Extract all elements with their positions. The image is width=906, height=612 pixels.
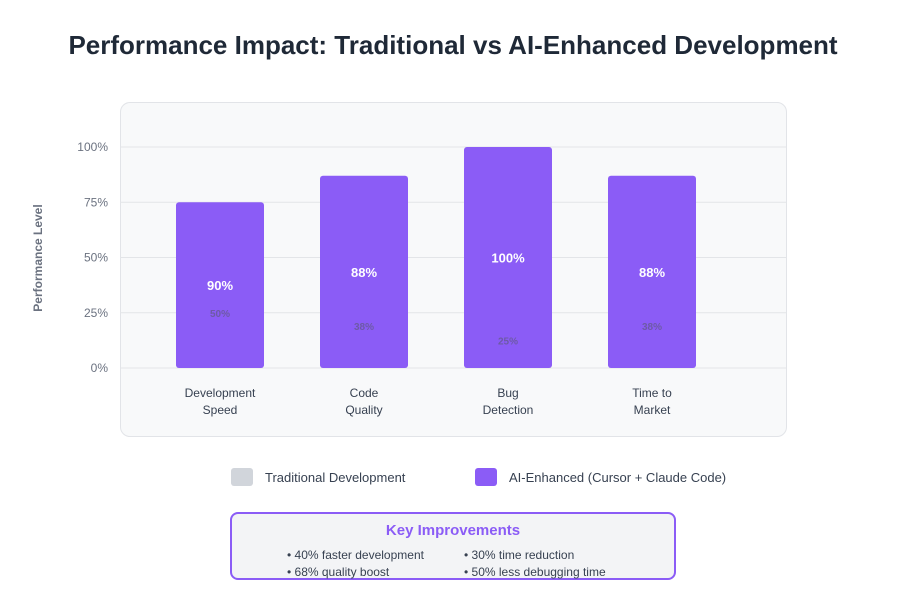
legend-swatch-traditional bbox=[231, 468, 253, 486]
x-tick-label: Market bbox=[634, 403, 671, 417]
improvement-item: • 40% faster development bbox=[287, 548, 424, 562]
y-tick-label: 25% bbox=[84, 306, 108, 320]
legend-swatch-ai-enhanced bbox=[475, 468, 497, 486]
y-tick-label: 50% bbox=[84, 251, 108, 265]
improvement-item: • 30% time reduction bbox=[464, 548, 575, 562]
improvement-item: • 68% quality boost bbox=[287, 565, 390, 579]
legend-label-traditional: Traditional Development bbox=[265, 469, 406, 485]
x-tick-label: Detection bbox=[483, 403, 534, 417]
legend-item-traditional: Traditional Development bbox=[231, 468, 405, 486]
improvements-list-right: • 30% time reduction • 50% less debuggin… bbox=[464, 547, 606, 581]
data-label-traditional: 50% bbox=[210, 309, 230, 320]
improvement-item: • 50% less debugging time bbox=[464, 565, 606, 579]
y-axis-label: Performance Level bbox=[31, 204, 45, 312]
x-tick-label: Speed bbox=[203, 403, 238, 417]
bar-ai-enhanced bbox=[464, 147, 552, 368]
x-tick-label: Time to bbox=[632, 386, 672, 400]
data-label-ai-enhanced: 88% bbox=[351, 265, 377, 280]
legend-label-ai-enhanced: AI-Enhanced (Cursor + Claude Code) bbox=[509, 469, 727, 485]
legend-item-ai-enhanced: AI-Enhanced (Cursor + Claude Code) bbox=[475, 468, 726, 486]
data-label-ai-enhanced: 100% bbox=[491, 251, 525, 266]
x-tick-label: Code bbox=[350, 386, 379, 400]
data-label-ai-enhanced: 90% bbox=[207, 278, 233, 293]
data-label-traditional: 38% bbox=[354, 322, 374, 333]
x-tick-label: Bug bbox=[497, 386, 518, 400]
y-tick-label: 0% bbox=[91, 361, 109, 375]
y-tick-label: 100% bbox=[77, 140, 108, 154]
chart-title: Performance Impact: Traditional vs AI-En… bbox=[68, 30, 838, 60]
data-label-traditional: 38% bbox=[642, 322, 662, 333]
x-tick-label: Quality bbox=[345, 403, 382, 417]
x-tick-label: Development bbox=[185, 386, 256, 400]
legend: Traditional Development AI-Enhanced (Cur… bbox=[0, 468, 906, 488]
bar-ai-enhanced bbox=[320, 175, 408, 368]
data-label-ai-enhanced: 88% bbox=[639, 265, 665, 280]
y-tick-label: 75% bbox=[84, 195, 108, 209]
bar-ai-enhanced bbox=[176, 202, 264, 368]
key-improvements-box: Key Improvements • 40% faster developmen… bbox=[230, 512, 676, 580]
improvements-list-left: • 40% faster development • 68% quality b… bbox=[287, 547, 424, 581]
key-improvements-title: Key Improvements bbox=[385, 522, 521, 539]
bar-chart: 0% 25% 50% 75% 100% 90% 50% Development Speed 88%… bbox=[77, 140, 786, 417]
bar-ai-enhanced bbox=[608, 175, 696, 368]
data-label-traditional: 25% bbox=[498, 336, 518, 347]
